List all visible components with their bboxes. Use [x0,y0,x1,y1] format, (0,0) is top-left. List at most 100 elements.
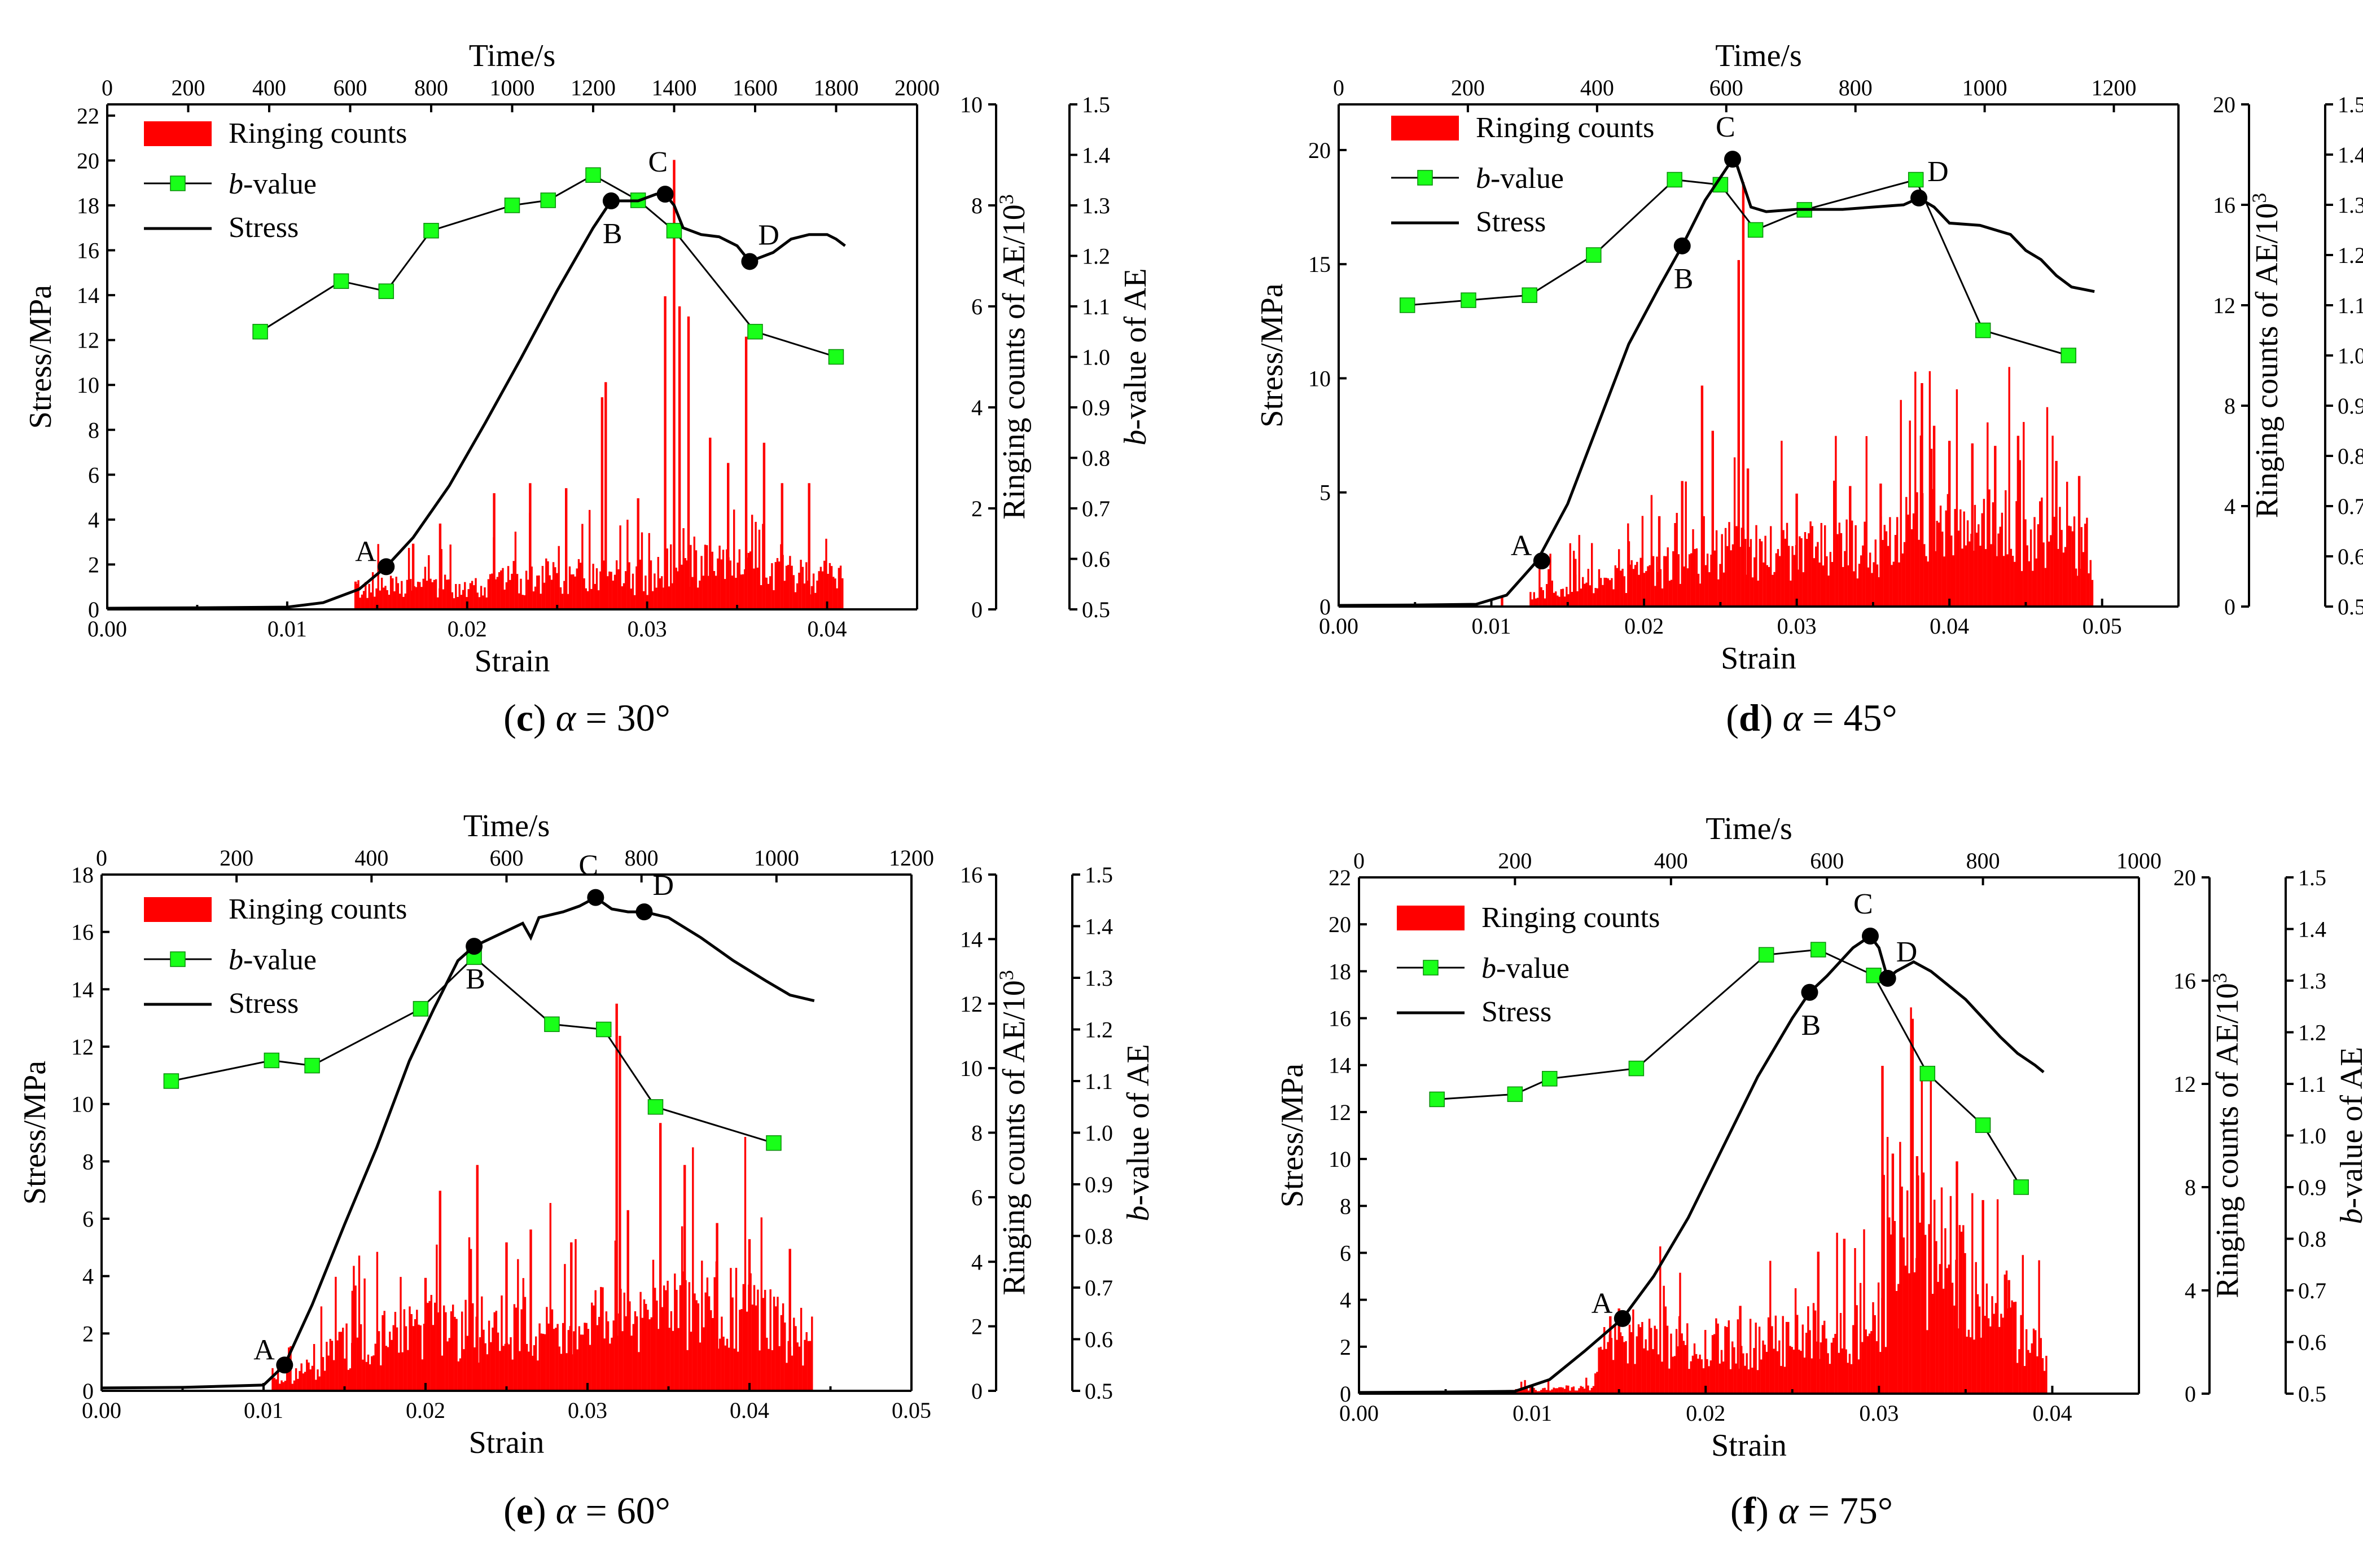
ringing-bar [515,1307,518,1391]
ringing-spike [637,498,639,609]
ringing-bar [1702,1368,1705,1394]
time-tick-label: 200 [1451,75,1485,100]
ringing-bar [759,1350,761,1391]
ringing-bar [2029,529,2032,607]
ringing-bar [1535,598,1537,607]
b-value-marker [585,167,601,183]
b-value-tick-label: 1.2 [2338,243,2363,268]
b-value-tick-label: 0.9 [1085,1172,1113,1197]
b-value-marker [1975,322,1991,339]
stress-tick-label: 8 [1340,1193,1351,1219]
ringing-bar [366,598,369,609]
stress-axis-title: Stress/MPa [1275,1064,1310,1207]
ringing-bar [1735,526,1738,607]
ringing-bar [393,591,396,609]
ringing-bar [582,1334,584,1391]
ringing-bar [2064,547,2067,607]
ringing-bar [766,1337,768,1391]
ringing-bar [398,594,401,609]
ringing-bar [729,560,731,609]
ringing-bar [374,596,376,609]
ringing-bar [1847,565,1849,607]
ringing-spike [1891,1153,1895,1394]
ringing-bar [475,578,477,609]
ringing-spike [2007,1280,2010,1394]
x-axis-title: Strain [1721,641,1796,676]
ringing-bar [1916,492,1918,607]
x-tick-label: 0.03 [628,616,667,642]
ringing-bar [1668,1368,1671,1394]
ringing-bar [1768,566,1770,607]
ringing-bar [2057,548,2059,607]
ringing-bar [553,1329,555,1391]
ringing-tick-label: 8 [971,1121,983,1146]
ringing-bar [791,565,793,609]
ringing-bar [1905,497,1908,607]
ringing-bar [371,572,374,609]
ringing-bar [1954,509,1956,607]
ringing-bar [1781,441,1783,607]
ringing-bar [688,1282,691,1391]
ringing-bar [509,579,511,609]
ringing-bar [1560,589,1562,607]
ringing-bar [1899,1141,1901,1394]
b-value-axis-title: b-value of AE [2334,1047,2363,1224]
ringing-bar [672,1330,674,1391]
panel-c: 0.00 0.01 0.02 0.03 0.040 200 400 600 800 1000 120… [23,38,1153,679]
ringing-bar [1540,1390,1542,1394]
ringing-bar [1807,1306,1809,1394]
ringing-bar [347,1369,349,1391]
ringing-bar [744,1137,747,1391]
ringing-bar [1975,533,1978,607]
ringing-bar [446,579,448,609]
ringing-bar [712,1318,714,1391]
ringing-bar [795,1326,797,1391]
time-tick-label: 1200 [571,75,616,100]
ringing-spike [1948,441,1951,607]
ringing-bar [362,1359,364,1391]
ringing-bar [490,1342,492,1391]
ringing-bar [313,1344,315,1391]
ringing-bar [1578,535,1580,607]
stress-tick-label: 0 [82,1378,94,1404]
ringing-bar [625,1316,628,1391]
ringing-bar [2003,1274,2006,1394]
ringing-bar [1945,510,1947,607]
ringing-bar [486,1354,489,1391]
stress-line [1338,157,2095,607]
ringing-bar [1928,1224,1930,1394]
ringing-bar [731,1297,734,1391]
ringing-bar [1679,583,1682,607]
ringing-bar [1973,1339,1975,1394]
ringing-bar [546,1307,548,1391]
ringing-bar [333,1360,335,1391]
time-tick-label: 800 [414,75,448,100]
point-c-label: C [648,146,668,178]
ringing-bar [2084,524,2086,607]
ringing-bar [541,566,544,609]
point-a-marker [378,558,395,576]
ringing-bar [544,1334,546,1391]
ringing-bar [1717,579,1720,607]
point-b-marker [466,938,483,955]
ringing-bar [391,1339,393,1391]
ringing-bar [1721,534,1723,607]
ringing-bar [1674,523,1676,607]
b-value-marker [1586,247,1602,263]
ringing-bar [1904,1266,1907,1394]
ringing-bar [1546,584,1548,607]
ringing-bar [423,1324,426,1391]
ringing-bar [771,1350,774,1391]
ringing-bar [384,586,387,609]
ringing-bar [794,592,797,609]
ringing-bar [1686,1323,1689,1394]
b-value-line [1437,948,2022,1188]
ringing-bar [796,1342,799,1391]
ringing-bar [613,574,616,609]
ringing-bar [798,1346,801,1391]
ringing-bar [2035,558,2037,607]
ringing-bar [1593,593,1595,607]
ringing-bar [1614,1324,1616,1394]
ringing-bar [1757,581,1759,607]
ringing-bar [448,1338,450,1391]
